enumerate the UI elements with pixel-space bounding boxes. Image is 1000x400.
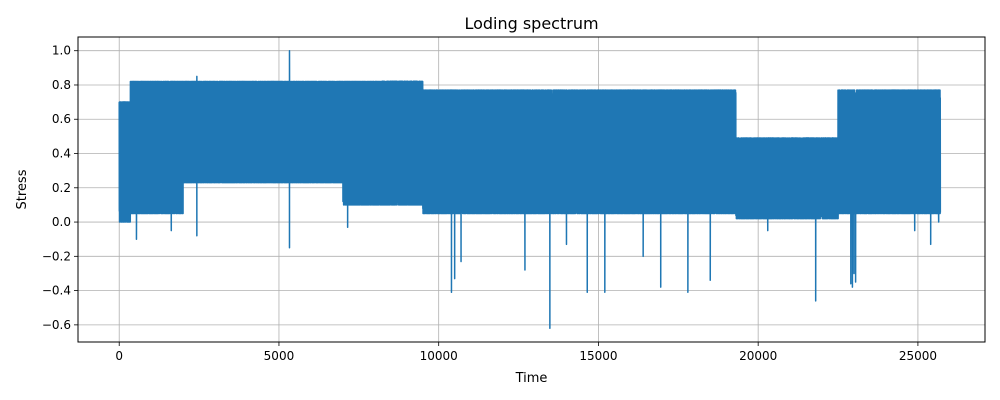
y-tick-label: −0.2 [42,249,71,263]
x-tick-label: 10000 [420,349,458,363]
chart-title: Loding spectrum [464,14,598,33]
x-tick-label: 25000 [899,349,937,363]
x-ticks: 0 5000 10000 15000 20000 25000 [115,342,937,363]
x-tick-label: 0 [115,349,123,363]
y-tick-label: 0.0 [52,215,71,229]
y-tick-label: 0.4 [52,147,71,161]
y-tick-label: 0.8 [52,78,71,92]
y-tick-label: −0.6 [42,318,71,332]
y-tick-label: 1.0 [52,44,71,58]
y-tick-label: 0.6 [52,112,71,126]
x-tick-label: 5000 [264,349,295,363]
y-tick-label: −0.4 [42,284,71,298]
y-tick-label: 0.2 [52,181,71,195]
x-tick-label: 15000 [579,349,617,363]
stress-series-line [118,49,942,330]
y-axis-label: Stress [15,169,30,209]
x-axis-label: Time [515,371,548,386]
x-tick-label: 20000 [739,349,777,363]
y-ticks: −0.6 −0.4 −0.2 0.0 0.2 0.4 0.6 0.8 1.0 [42,44,78,332]
axes-frame [77,36,986,343]
plot-area [118,49,942,330]
